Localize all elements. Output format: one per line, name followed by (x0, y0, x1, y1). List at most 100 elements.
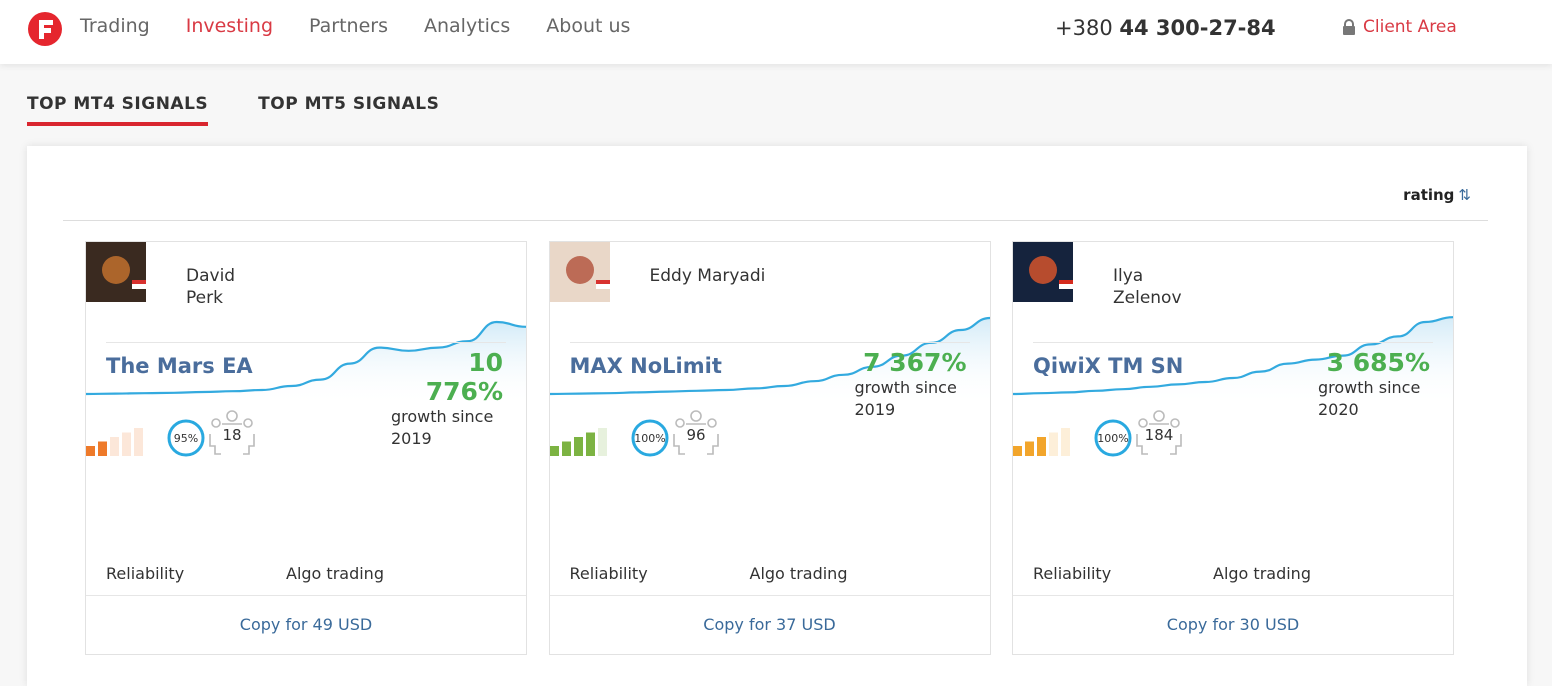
growth-chart (549, 316, 990, 406)
users-icon (209, 410, 255, 455)
nav-item[interactable]: Partners (309, 15, 388, 37)
nav: Trading Investing Partners Analytics About u… (80, 15, 630, 37)
flag (132, 280, 146, 289)
users-icon (1136, 410, 1182, 455)
subscribers-count: 18 (222, 426, 241, 444)
page: Top Signals {"nav": {"items": ["Trading"… (27, 11, 1488, 655)
user-head (243, 418, 253, 428)
flag (595, 280, 610, 289)
algo-label: Algo trading (749, 564, 848, 583)
reliability-bar (1025, 441, 1034, 456)
avatar-figure (102, 256, 130, 284)
reliability-bar (1049, 432, 1058, 456)
tab[interactable]: TOP MT5 SIGNALS (258, 94, 440, 114)
avatar (1013, 242, 1073, 302)
footer-separator (86, 595, 526, 596)
copy-button[interactable]: Copy for 37 USD (703, 615, 836, 634)
growth-since: 2020 (1318, 400, 1359, 419)
subscribers: 184 (1136, 410, 1182, 455)
avatar (86, 242, 146, 302)
growth: 10 776% growth since 2019 (391, 348, 503, 450)
flag-band (132, 280, 146, 284)
subscribers: 18 (209, 410, 255, 455)
reliability-bar (549, 446, 559, 456)
reliability-bar (573, 437, 583, 456)
trader-name-line: Eddy Maryadi (649, 266, 766, 286)
user-body (1136, 423, 1182, 455)
trader-name: David Perk (186, 265, 235, 309)
phone-number: 44 300-27-84 (1119, 16, 1276, 40)
algo-value: 95% (174, 432, 198, 445)
chart-line (549, 316, 990, 396)
chart-area (86, 322, 526, 406)
reliability-bar (98, 441, 107, 456)
signal-name[interactable]: QiwiX TM SN (1033, 354, 1184, 378)
user-body (672, 423, 719, 455)
reliability-bar (1013, 446, 1022, 456)
chart-area (549, 318, 990, 406)
growth-caption: growth since (391, 407, 494, 426)
footer-separator (549, 595, 990, 596)
avatar-figure (1029, 256, 1057, 284)
reliability-bar (1037, 437, 1046, 456)
nav-item[interactable]: About us (546, 15, 631, 37)
copy-button[interactable]: Copy for 49 USD (239, 615, 373, 634)
reliability-bar (585, 432, 595, 456)
growth-value: 10 776% (425, 348, 503, 406)
avatar-figure (565, 256, 594, 284)
chart-area (1013, 317, 1453, 406)
reliability-label: Reliability (1033, 564, 1112, 583)
separator (569, 342, 970, 343)
algo-label: Algo trading (1213, 564, 1311, 583)
algo-indicator: 95% (167, 419, 205, 457)
algo-ring (167, 419, 205, 457)
reliability-bar (561, 441, 571, 456)
copy-button[interactable]: Copy for 30 USD (1166, 615, 1300, 634)
signal-name[interactable]: MAX NoLimit (569, 354, 722, 378)
trader-name-line: David (186, 266, 236, 286)
user-head (1153, 410, 1165, 422)
reliability-bar (110, 437, 119, 456)
nav-item[interactable]: Investing (185, 15, 274, 37)
user-head (706, 418, 717, 428)
user-head (211, 418, 221, 428)
user-head (689, 410, 702, 422)
user-head (226, 410, 238, 422)
nav-item[interactable]: Trading (80, 15, 150, 37)
flag-band (1059, 280, 1073, 284)
trader-name: Eddy Maryadi (650, 265, 766, 287)
trader-name-line: Ilya (1113, 266, 1144, 286)
flag (1059, 280, 1073, 289)
sort[interactable]: rating ⇅ (1403, 186, 1471, 204)
nav-item[interactable]: Analytics (423, 15, 511, 37)
users-icon (672, 410, 719, 455)
client-area[interactable]: Client Area (1342, 17, 1457, 37)
algo-ring (1094, 419, 1132, 457)
flag-band (595, 280, 610, 284)
lock-icon (1343, 19, 1355, 35)
growth-value: 7 367% (863, 348, 967, 377)
algo-ring (631, 419, 668, 457)
growth-since: 2019 (391, 429, 432, 448)
tab[interactable]: TOP MT4 SIGNALS (27, 94, 209, 126)
reliability-bars (86, 428, 143, 456)
signal-card: Eddy Maryadi MAX NoLimit 7 367% growth sinc… (548, 241, 991, 655)
separator (106, 342, 506, 343)
footer-separator (1013, 595, 1453, 596)
algo-value: 100% (634, 432, 665, 445)
growth-caption: growth since (854, 378, 957, 397)
separator (1033, 342, 1433, 343)
sort-label: rating (1403, 186, 1455, 204)
algo-indicator: 100% (1094, 419, 1132, 457)
growth: 7 367% growth since 2019 (855, 348, 967, 421)
subscribers-count: 96 (686, 426, 705, 444)
logo[interactable] (27, 11, 63, 47)
user-head (674, 418, 685, 428)
reliability-bars (1013, 428, 1070, 456)
phone[interactable]: +380 44 300-27-84 (1055, 16, 1276, 40)
signal-name[interactable]: The Mars EA (106, 354, 253, 378)
algo-indicator: 100% (631, 419, 668, 457)
sort-icon: ⇅ (1458, 186, 1471, 204)
user-head (1138, 418, 1148, 428)
user-head (1170, 418, 1180, 428)
